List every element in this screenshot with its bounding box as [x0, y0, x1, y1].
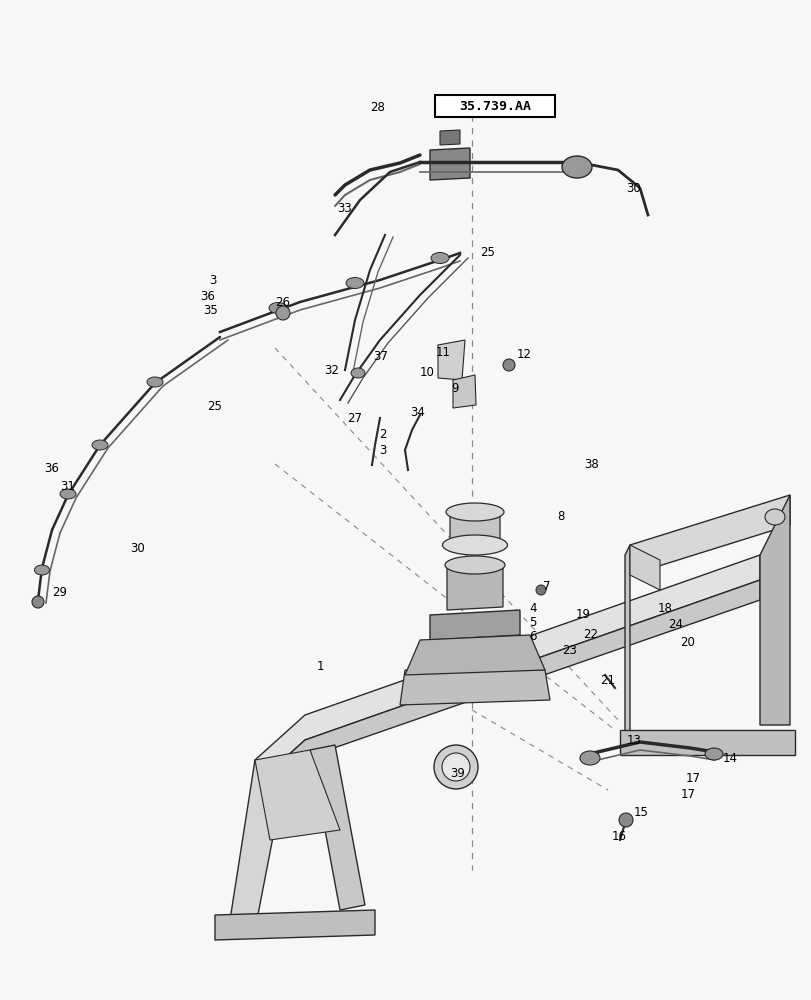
Text: 22: 22 [583, 629, 598, 642]
Polygon shape [624, 545, 629, 755]
Polygon shape [405, 635, 544, 675]
Text: 14: 14 [722, 752, 736, 764]
Polygon shape [430, 148, 470, 180]
Ellipse shape [704, 748, 722, 760]
Text: 31: 31 [61, 481, 75, 493]
Text: 38: 38 [584, 458, 599, 472]
Text: 30: 30 [626, 182, 641, 195]
Text: 17: 17 [680, 788, 695, 801]
Text: 4: 4 [529, 602, 536, 615]
Text: 36: 36 [200, 290, 215, 302]
Text: 5: 5 [529, 616, 536, 630]
Text: 7: 7 [543, 580, 550, 592]
Ellipse shape [764, 509, 784, 525]
Ellipse shape [92, 440, 108, 450]
Text: 18: 18 [657, 601, 672, 614]
Polygon shape [440, 130, 460, 145]
Text: 1: 1 [315, 660, 324, 672]
Text: 32: 32 [324, 364, 339, 377]
Polygon shape [430, 610, 519, 640]
Polygon shape [255, 750, 340, 840]
Text: 36: 36 [45, 462, 59, 475]
Polygon shape [255, 580, 759, 803]
Text: 17: 17 [684, 772, 700, 785]
Text: 11: 11 [435, 347, 450, 360]
Text: 33: 33 [337, 202, 352, 215]
Polygon shape [437, 340, 465, 380]
Text: 25: 25 [480, 246, 495, 259]
Text: 10: 10 [419, 366, 434, 379]
Text: 3: 3 [379, 444, 386, 456]
FancyBboxPatch shape [435, 95, 554, 117]
Polygon shape [215, 910, 375, 940]
Text: 6: 6 [529, 631, 536, 644]
Ellipse shape [60, 489, 76, 499]
Text: 35: 35 [204, 304, 218, 318]
Text: 19: 19 [575, 608, 590, 621]
Text: 21: 21 [600, 674, 615, 686]
Polygon shape [629, 545, 659, 590]
Text: 12: 12 [516, 349, 531, 361]
Polygon shape [759, 495, 789, 725]
Text: 13: 13 [626, 734, 641, 746]
Circle shape [276, 306, 290, 320]
Circle shape [535, 585, 545, 595]
Text: 30: 30 [131, 542, 145, 554]
Ellipse shape [561, 156, 591, 178]
Text: 15: 15 [633, 806, 648, 819]
Text: 34: 34 [410, 406, 425, 420]
Circle shape [441, 753, 470, 781]
Text: 35.739.AA: 35.739.AA [458, 100, 530, 113]
Text: 28: 28 [370, 101, 385, 114]
Ellipse shape [345, 277, 363, 288]
Polygon shape [230, 760, 285, 930]
Ellipse shape [445, 503, 504, 521]
Ellipse shape [444, 556, 504, 574]
Text: 39: 39 [450, 767, 465, 780]
Text: 27: 27 [347, 412, 362, 424]
Ellipse shape [34, 565, 49, 575]
Text: 37: 37 [373, 350, 388, 362]
Text: 2: 2 [379, 428, 386, 440]
Polygon shape [620, 730, 794, 755]
Ellipse shape [268, 302, 286, 314]
Polygon shape [449, 512, 500, 545]
Ellipse shape [431, 252, 448, 263]
Polygon shape [400, 670, 549, 705]
Ellipse shape [147, 377, 163, 387]
Polygon shape [255, 555, 759, 785]
Circle shape [618, 813, 633, 827]
Ellipse shape [350, 368, 365, 378]
Text: 9: 9 [451, 381, 458, 394]
Polygon shape [310, 745, 365, 910]
Text: 23: 23 [562, 645, 577, 658]
Ellipse shape [579, 751, 599, 765]
Circle shape [32, 596, 44, 608]
Circle shape [433, 745, 478, 789]
Polygon shape [453, 375, 475, 408]
Text: 16: 16 [611, 830, 626, 843]
Text: 8: 8 [556, 510, 564, 524]
Text: 3: 3 [209, 274, 217, 288]
Text: 29: 29 [53, 586, 67, 599]
Polygon shape [629, 495, 789, 575]
Text: 25: 25 [208, 400, 222, 414]
Text: 26: 26 [275, 296, 290, 308]
Text: 20: 20 [680, 637, 694, 650]
Polygon shape [446, 565, 502, 610]
Ellipse shape [442, 535, 507, 555]
Circle shape [502, 359, 514, 371]
Text: 24: 24 [667, 618, 683, 632]
